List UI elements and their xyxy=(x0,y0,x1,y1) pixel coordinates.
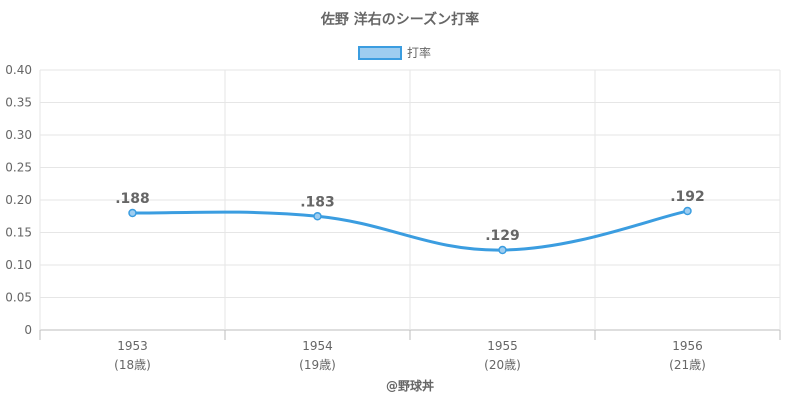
y-tick-label: 0.15 xyxy=(5,226,32,240)
data-label: .192 xyxy=(670,189,705,205)
y-tick-label: 0.25 xyxy=(5,161,32,175)
series-line xyxy=(132,209,688,252)
legend-swatch xyxy=(358,46,402,60)
x-tick-label: 1955 xyxy=(487,339,518,353)
x-tick-sublabel: (20歳) xyxy=(484,358,521,372)
chart-title: 佐野 洋右のシーズン打率 xyxy=(320,11,479,28)
credit-text: @野球丼 xyxy=(386,378,434,393)
data-labels: .188 .183 .129 .192 xyxy=(115,189,705,244)
y-tick-label: 0.05 xyxy=(5,291,32,305)
data-point xyxy=(128,208,137,218)
data-label: .188 xyxy=(115,191,150,207)
x-tick-sublabel: (18歳) xyxy=(114,358,151,372)
y-tick-label: 0.20 xyxy=(5,193,32,207)
y-axis-ticks: 0 0.05 0.10 0.15 0.20 0.25 0.30 0.35 0.40 xyxy=(5,63,32,337)
data-label: .183 xyxy=(300,194,335,210)
x-tick-label: 1954 xyxy=(302,339,333,353)
x-tick-label: 1956 xyxy=(672,339,703,353)
y-tick-label: 0.30 xyxy=(5,128,32,142)
series-batting-average xyxy=(128,206,692,255)
grid xyxy=(39,69,781,340)
data-point xyxy=(498,245,507,255)
y-tick-label: 0.40 xyxy=(5,63,32,77)
data-point xyxy=(683,206,692,216)
legend: 打率 xyxy=(358,45,431,60)
x-tick-label: 1953 xyxy=(117,339,148,353)
y-tick-label: 0.35 xyxy=(5,96,32,110)
data-label: .129 xyxy=(485,228,520,244)
x-axis-ticks: 1953 (18歳) 1954 (19歳) 1955 (20歳) 1956 (21歳) xyxy=(114,339,706,372)
legend-label: 打率 xyxy=(407,45,431,60)
x-tick-sublabel: (21歳) xyxy=(669,358,706,372)
data-point xyxy=(313,212,322,221)
y-tick-label: 0 xyxy=(24,323,32,337)
y-tick-label: 0.10 xyxy=(5,258,32,272)
x-tick-sublabel: (19歳) xyxy=(299,358,336,372)
